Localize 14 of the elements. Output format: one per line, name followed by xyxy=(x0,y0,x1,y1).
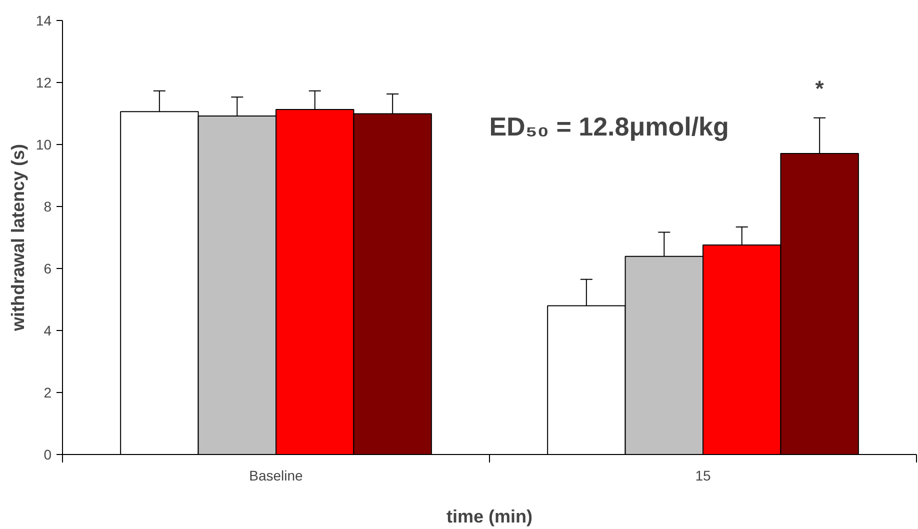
annotation: * xyxy=(815,76,824,102)
y-tick-label: 0 xyxy=(44,446,52,462)
x-axis-title: time (min) xyxy=(446,506,533,526)
y-tick-label: 4 xyxy=(44,322,52,338)
y-tick-label: 10 xyxy=(36,136,52,152)
y-axis-title: withdrawal latency (s) xyxy=(8,144,28,332)
y-tick-label: 2 xyxy=(44,384,52,400)
x-tick-label: Baseline xyxy=(249,468,304,484)
annotation: ED₅₀ = 12.8μmol/kg xyxy=(489,111,729,142)
y-tick-label: 6 xyxy=(44,260,52,276)
y-tick-label: 14 xyxy=(36,12,52,28)
y-tick-label: 12 xyxy=(36,74,52,90)
x-tick-label: 15 xyxy=(695,468,711,484)
y-tick-label: 8 xyxy=(44,198,52,214)
